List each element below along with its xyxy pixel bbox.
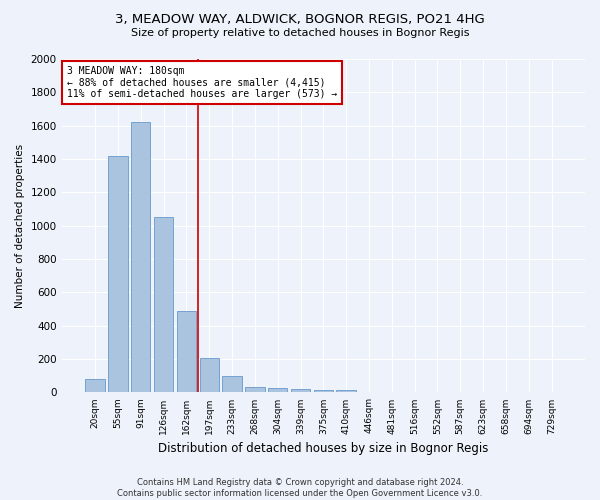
Bar <box>154 218 173 392</box>
Y-axis label: Number of detached properties: Number of detached properties <box>15 144 25 308</box>
Bar <box>131 122 151 392</box>
Bar <box>223 376 242 392</box>
Bar <box>108 156 128 392</box>
Bar <box>200 358 219 392</box>
Bar <box>314 390 333 392</box>
Text: 3 MEADOW WAY: 180sqm
← 88% of detached houses are smaller (4,415)
11% of semi-de: 3 MEADOW WAY: 180sqm ← 88% of detached h… <box>67 66 337 99</box>
Bar <box>337 390 356 392</box>
Bar <box>268 388 287 392</box>
Bar <box>177 310 196 392</box>
Text: Contains HM Land Registry data © Crown copyright and database right 2024.
Contai: Contains HM Land Registry data © Crown c… <box>118 478 482 498</box>
Bar <box>291 389 310 392</box>
X-axis label: Distribution of detached houses by size in Bognor Regis: Distribution of detached houses by size … <box>158 442 488 455</box>
Text: Size of property relative to detached houses in Bognor Regis: Size of property relative to detached ho… <box>131 28 469 38</box>
Text: 3, MEADOW WAY, ALDWICK, BOGNOR REGIS, PO21 4HG: 3, MEADOW WAY, ALDWICK, BOGNOR REGIS, PO… <box>115 12 485 26</box>
Bar <box>85 379 105 392</box>
Bar <box>245 386 265 392</box>
